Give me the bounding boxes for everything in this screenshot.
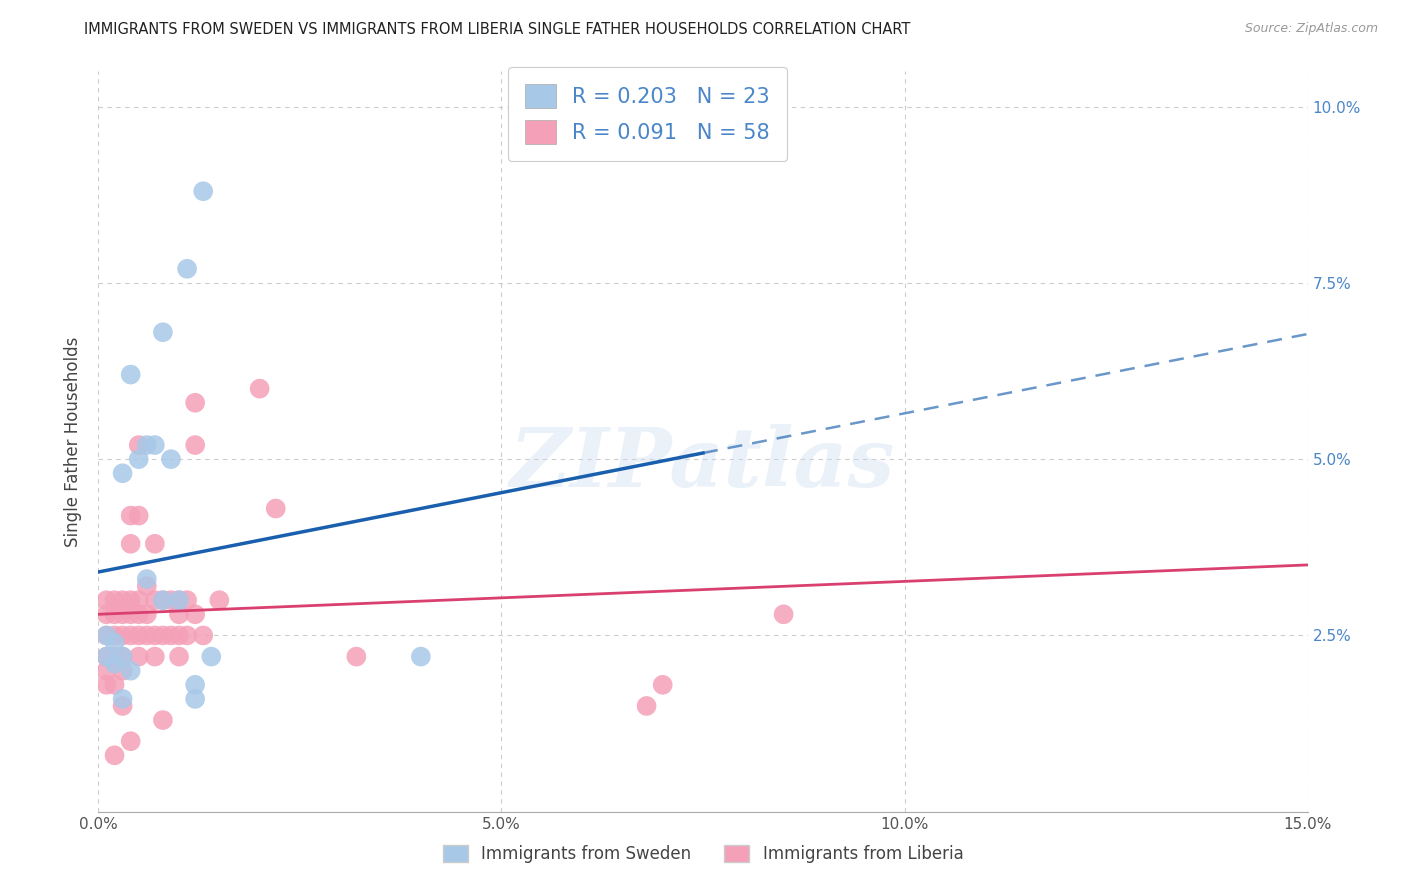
Point <box>135 628 157 642</box>
Point <box>160 593 183 607</box>
Point <box>184 396 207 410</box>
Point <box>249 382 271 396</box>
Point <box>772 607 794 622</box>
Point <box>176 628 198 642</box>
Point <box>111 664 134 678</box>
Point <box>111 593 134 607</box>
Point <box>120 664 142 678</box>
Point <box>128 438 150 452</box>
Point <box>111 628 134 642</box>
Legend: Immigrants from Sweden, Immigrants from Liberia: Immigrants from Sweden, Immigrants from … <box>436 838 970 870</box>
Point <box>143 649 166 664</box>
Point <box>128 628 150 642</box>
Point <box>120 537 142 551</box>
Point <box>344 649 367 664</box>
Point <box>111 649 134 664</box>
Point <box>96 628 118 642</box>
Point <box>135 579 157 593</box>
Point <box>143 628 166 642</box>
Point <box>96 593 118 607</box>
Point <box>167 628 190 642</box>
Point <box>636 698 658 713</box>
Point <box>128 593 150 607</box>
Text: IMMIGRANTS FROM SWEDEN VS IMMIGRANTS FROM LIBERIA SINGLE FATHER HOUSEHOLDS CORRE: IMMIGRANTS FROM SWEDEN VS IMMIGRANTS FRO… <box>84 22 911 37</box>
Point <box>103 657 125 671</box>
Point <box>143 537 166 551</box>
Point <box>103 748 125 763</box>
Point <box>208 593 231 607</box>
Point <box>103 607 125 622</box>
Point <box>111 649 134 664</box>
Point <box>120 368 142 382</box>
Point <box>193 628 215 642</box>
Point <box>264 501 287 516</box>
Point <box>152 593 174 607</box>
Point <box>152 593 174 607</box>
Point <box>120 508 142 523</box>
Point <box>160 452 183 467</box>
Point <box>120 607 142 622</box>
Point <box>152 325 174 339</box>
Point <box>96 607 118 622</box>
Point <box>120 734 142 748</box>
Point <box>152 713 174 727</box>
Point <box>128 452 150 467</box>
Point <box>167 593 190 607</box>
Point <box>120 628 142 642</box>
Point <box>176 261 198 276</box>
Point <box>135 438 157 452</box>
Point <box>184 438 207 452</box>
Point <box>160 628 183 642</box>
Point <box>103 678 125 692</box>
Point <box>103 628 125 642</box>
Point <box>135 607 157 622</box>
Point <box>152 628 174 642</box>
Point <box>176 593 198 607</box>
Text: ZIPatlas: ZIPatlas <box>510 424 896 504</box>
Text: Source: ZipAtlas.com: Source: ZipAtlas.com <box>1244 22 1378 36</box>
Point <box>96 649 118 664</box>
Point <box>111 698 134 713</box>
Point <box>167 607 190 622</box>
Point <box>128 508 150 523</box>
Point <box>111 692 134 706</box>
Point <box>128 607 150 622</box>
Point <box>184 607 207 622</box>
Point <box>193 184 215 198</box>
Point <box>135 572 157 586</box>
Point <box>200 649 222 664</box>
Point <box>111 467 134 481</box>
Point <box>111 607 134 622</box>
Point <box>167 649 190 664</box>
Point <box>120 593 142 607</box>
Point <box>96 678 118 692</box>
Y-axis label: Single Father Households: Single Father Households <box>65 336 83 547</box>
Point <box>184 678 207 692</box>
Point <box>409 649 432 664</box>
Point <box>651 678 673 692</box>
Point <box>96 628 118 642</box>
Point <box>167 593 190 607</box>
Point <box>96 664 118 678</box>
Point <box>103 635 125 649</box>
Point <box>96 649 118 664</box>
Point <box>143 438 166 452</box>
Point <box>103 593 125 607</box>
Point <box>184 692 207 706</box>
Point <box>103 649 125 664</box>
Point <box>128 649 150 664</box>
Point <box>143 593 166 607</box>
